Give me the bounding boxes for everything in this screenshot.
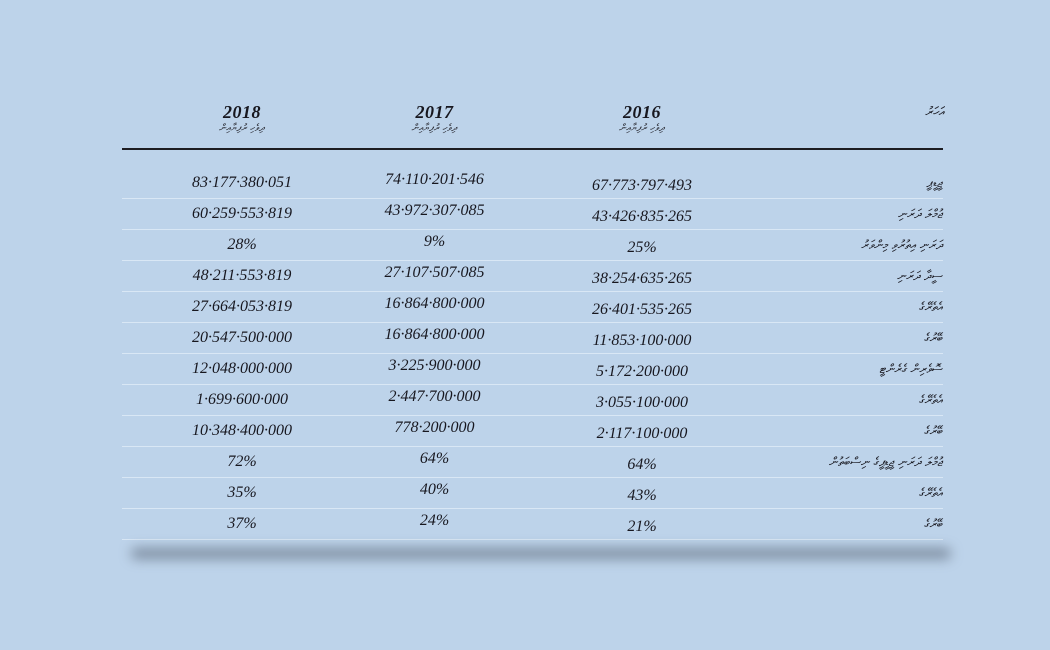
year-2018-label: 2018 — [223, 102, 261, 122]
cell-2016: 26·401·535·265 — [592, 301, 692, 318]
cell-2017: 43·972·307·085 — [384, 202, 485, 219]
table-row: 27·664·053·819 16·864·800·000 26·401·535… — [122, 292, 945, 323]
row-label: ޖުމްލަ ދަރަނި — [897, 206, 945, 221]
cell-2016: 2·117·100·000 — [596, 425, 688, 442]
debt-table: 2018 ދިވެހި ރުފިޔާއިން 2017 ދިވެހި ރުފިޔ… — [122, 102, 946, 540]
cell-2018: 48·211·553·819 — [192, 267, 292, 284]
cell-2017: 778·200·000 — [394, 419, 475, 436]
cell-2018: 60·259·553·819 — [192, 205, 292, 222]
row-label: ބޭރުގެ — [923, 516, 945, 531]
year-2017-label: 2017 — [415, 102, 454, 122]
cell-2017: 27·107·507·085 — [384, 264, 485, 281]
table-row: 60·259·553·819 43·972·307·085 43·426·835… — [122, 199, 945, 230]
table-row: 12·048·000·000 3·225·900·000 5·172·200·0… — [122, 354, 945, 385]
cell-2018: 10·348·400·000 — [192, 422, 292, 439]
row-label: ޖުމްލަ ދަރަނި ޖީޑީޕީގެ ނިސްބަތުން — [828, 454, 945, 469]
unit-note-2016: ދިވެހި ރުފިޔާއިން — [618, 123, 666, 134]
cell-2017: 64% — [419, 450, 450, 467]
year-2016-label: 2016 — [623, 102, 661, 122]
header-gap — [122, 150, 943, 168]
table-row: 37% 24% 21% ބޭރުގެ — [122, 509, 945, 540]
row-label: ދަރަނި އިތުރުވި މިންވަރު — [860, 237, 945, 252]
cell-2018: 27·664·053·819 — [192, 298, 292, 315]
row-label: އެތެރޭގެ — [918, 485, 945, 500]
cell-2016: 43% — [627, 487, 657, 504]
cell-2016: 43·426·835·265 — [592, 208, 692, 225]
table-row: 35% 40% 43% އެތެރޭގެ — [122, 478, 945, 509]
cell-2017: 3·225·900·000 — [388, 357, 481, 374]
row-label: އެތެރޭގެ — [918, 392, 945, 407]
cell-2018: 12·048·000·000 — [192, 360, 292, 377]
table-row: 28% 9% 25% ދަރަނި އިތުރުވި މިންވަރު — [122, 230, 945, 261]
cell-2017: 40% — [419, 481, 450, 498]
table-row: 10·348·400·000 778·200·000 2·117·100·000… — [122, 416, 945, 447]
cell-2017: 9% — [423, 233, 446, 250]
cell-2018: 20·547·500·000 — [192, 329, 292, 346]
row-label: ސޮވެރިން ގެރެންޓީ — [878, 361, 945, 376]
cell-2018: 83·177·380·051 — [192, 174, 292, 191]
cell-2016: 11·853·100·000 — [592, 332, 692, 349]
cell-2017: 16·864·800·000 — [384, 326, 485, 343]
cell-2016: 25% — [627, 239, 657, 256]
cell-2017: 16·864·800·000 — [384, 295, 485, 312]
row-label: ބޭރުގެ — [923, 423, 945, 438]
table-row: 1·699·600·000 2·447·700·000 3·055·100·00… — [122, 385, 945, 416]
unit-note-2017: ދިވެހި ރުފިޔާއިން — [411, 123, 458, 134]
row-label: ޖީޑީޕީ — [926, 175, 945, 190]
header-year-2016: 2016 ދިވެހި ރުފިޔާއިން — [507, 102, 777, 144]
cell-2016: 67·773·797·493 — [592, 177, 692, 194]
cell-2016: 5·172·200·000 — [596, 363, 688, 380]
row-label: އެތެރޭގެ — [918, 299, 945, 314]
header-item-column: އަހަރު — [924, 105, 946, 120]
table-row: 20·547·500·000 16·864·800·000 11·853·100… — [122, 323, 945, 354]
table-body: 83·177·380·051 74·110·201·546 67·773·797… — [122, 168, 945, 540]
table-header: 2018 ދިވެހި ރުފިޔާއިން 2017 ދިވެހި ރުފިޔ… — [122, 102, 946, 150]
unit-note-2018: ދިވެހި ރުފިޔާއިން — [218, 123, 266, 134]
cell-2017: 24% — [419, 512, 450, 529]
cell-2016: 38·254·635·265 — [592, 270, 692, 287]
row-label: ބޭރުގެ — [923, 330, 945, 345]
table-row: 72% 64% 64% ޖުމްލަ ދަރަނި ޖީޑީޕީގެ ނިސްބ… — [122, 447, 945, 478]
cell-2018: 28% — [227, 236, 257, 253]
header-year-2017: 2017 ދިވެހި ރުފިޔާއިން — [362, 102, 507, 144]
cell-2018: 1·699·600·000 — [196, 391, 288, 408]
cell-2018: 72% — [227, 453, 257, 470]
cell-2017: 74·110·201·546 — [385, 171, 484, 188]
cell-2017: 2·447·700·000 — [388, 388, 481, 405]
table-row: 83·177·380·051 74·110·201·546 67·773·797… — [122, 168, 945, 199]
cell-2018: 37% — [227, 515, 257, 532]
cell-2016: 3·055·100·000 — [596, 394, 688, 411]
table-drop-shadow — [131, 548, 951, 559]
cell-2016: 64% — [627, 456, 657, 473]
cell-2016: 21% — [627, 518, 657, 535]
header-year-2018: 2018 ދިވެހި ރުފިޔާއިން — [122, 102, 362, 144]
row-label: ސީދާ ދަރަނި — [896, 268, 945, 283]
table-row: 48·211·553·819 27·107·507·085 38·254·635… — [122, 261, 945, 292]
cell-2018: 35% — [227, 484, 257, 501]
